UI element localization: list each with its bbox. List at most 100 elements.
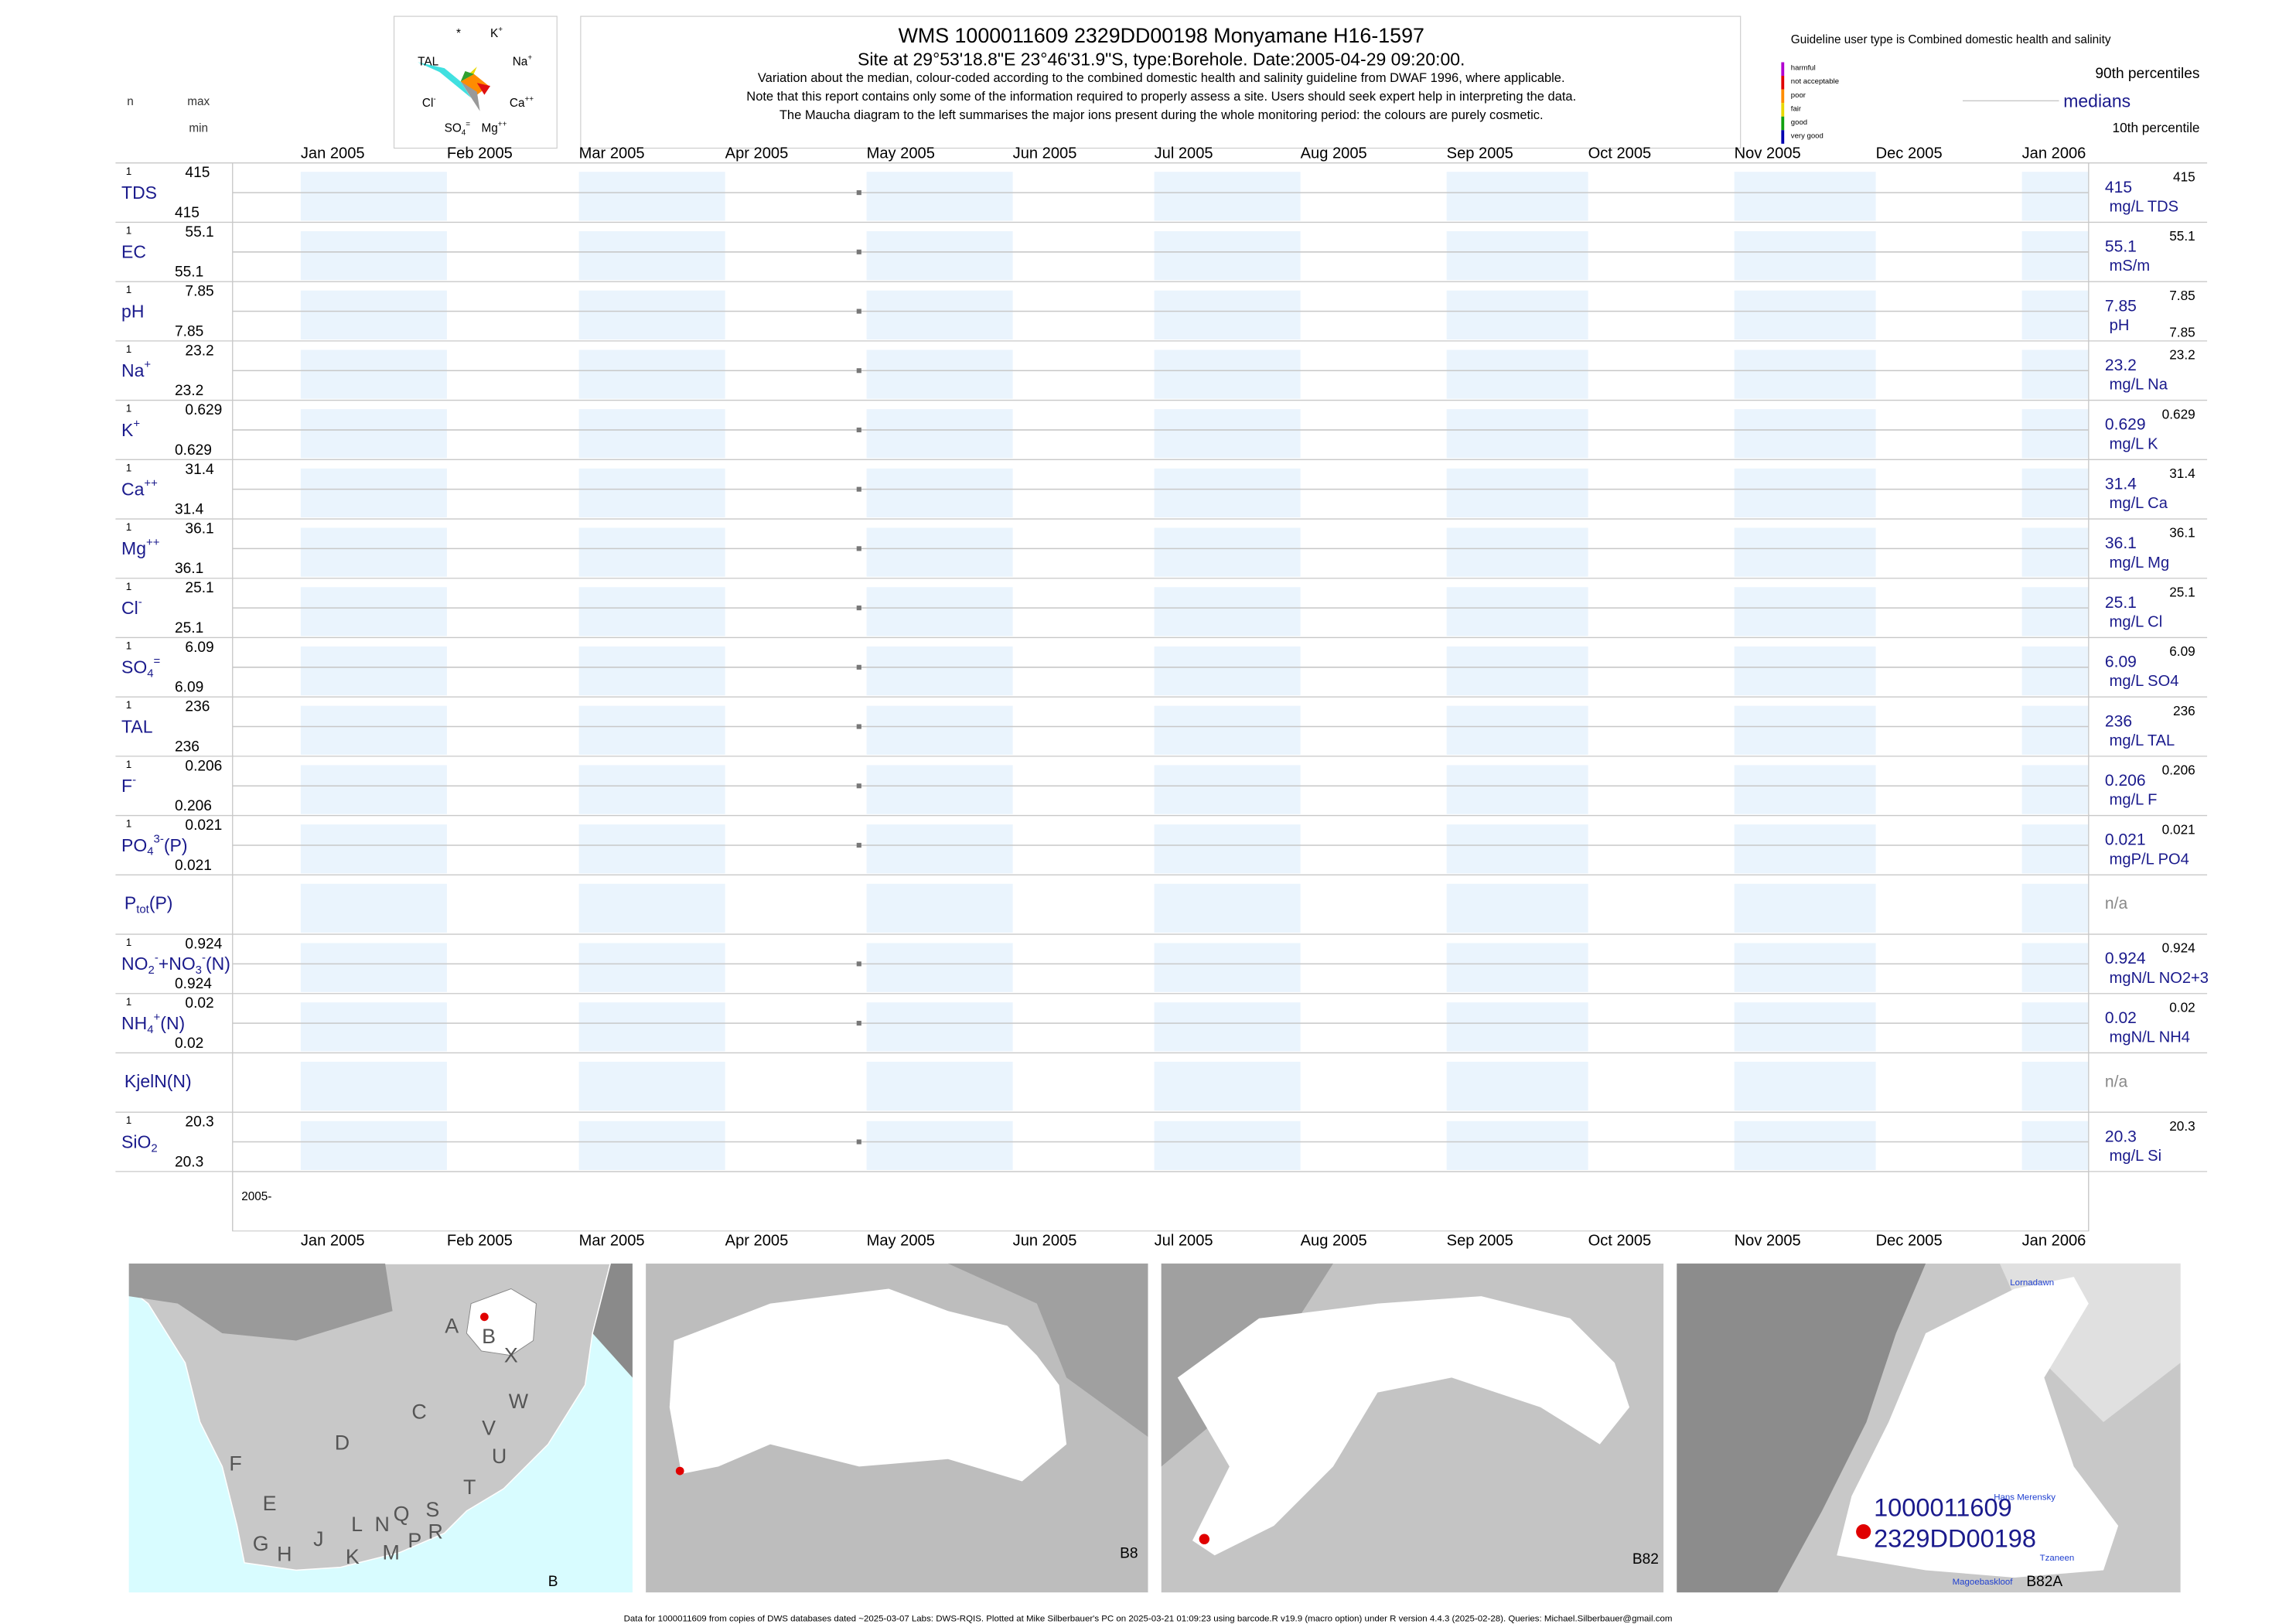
month-band — [1734, 943, 1876, 992]
region-label: V — [482, 1417, 496, 1440]
min-value: 0.021 — [175, 858, 212, 874]
month-band — [1446, 172, 1588, 221]
sample-point — [856, 427, 861, 433]
region-label: X — [504, 1344, 518, 1367]
label-part: NO — [121, 954, 148, 974]
site-marker — [1856, 1524, 1871, 1540]
panel-label: B82 — [1632, 1551, 1659, 1568]
month-band — [1734, 765, 1876, 814]
min-value: 55.1 — [175, 264, 203, 281]
region-label: U — [492, 1445, 507, 1468]
month-band — [1734, 824, 1876, 874]
label-part: K — [121, 420, 134, 440]
month-band — [2021, 350, 2089, 399]
unit: mg/L Mg — [2110, 554, 2169, 571]
month-band — [300, 824, 447, 874]
region-label: F — [229, 1452, 241, 1476]
map-neighbour — [947, 1263, 1148, 1438]
month-band — [578, 409, 725, 459]
region-label: R — [428, 1520, 442, 1544]
x-tick-label: Aug 2005 — [1301, 1233, 1367, 1250]
month-band — [866, 1061, 1013, 1111]
month-band — [300, 646, 447, 696]
guideline-class: not acceptable — [1791, 77, 1839, 86]
parameter-label: K+ — [121, 418, 140, 440]
month-band — [300, 172, 447, 221]
label-part: - — [138, 595, 142, 609]
label-part: SO — [121, 657, 147, 677]
month-band — [1734, 1061, 1876, 1111]
x-tick-label: Apr 2005 — [725, 145, 789, 162]
region-label: D — [335, 1431, 350, 1455]
sample-count: 1 — [126, 1114, 131, 1126]
month-band — [578, 1002, 725, 1052]
sample-count: 1 — [126, 640, 131, 651]
max-value: 0.206 — [185, 758, 222, 774]
min-value: 36.1 — [175, 561, 203, 577]
p90-value: 0.924 — [2162, 940, 2196, 956]
label-part: Ca — [121, 479, 145, 500]
guideline-swatch — [1781, 76, 1785, 90]
month-band — [1734, 527, 1876, 577]
month-band — [1154, 646, 1301, 696]
label-part: PO — [121, 835, 147, 855]
month-band — [1446, 527, 1588, 577]
region-label: L — [351, 1513, 363, 1536]
map-catchment — [466, 1288, 537, 1356]
month-band — [1446, 587, 1588, 636]
label-part: ++ — [498, 120, 507, 128]
x-tick-label: Jun 2005 — [1013, 1233, 1077, 1250]
month-band — [2021, 468, 2089, 518]
month-band — [1734, 883, 1876, 933]
label-part: (P) — [164, 835, 188, 855]
label-part: 2 — [148, 964, 155, 977]
min-value: 6.09 — [175, 680, 203, 696]
axis-box — [232, 1171, 2090, 1232]
sample-count: 1 — [126, 521, 131, 533]
region-label: G — [253, 1532, 269, 1555]
sample-count: 1 — [126, 343, 131, 355]
panel-label: B82A — [2026, 1574, 2062, 1590]
month-band — [1154, 527, 1301, 577]
x-tick-label: Jan 2005 — [301, 1233, 365, 1250]
label-part: Cl — [422, 97, 433, 110]
maucha-label: Mg++ — [482, 120, 507, 135]
sample-point — [856, 783, 861, 789]
sample-count: 1 — [126, 581, 131, 592]
month-band — [1734, 646, 1876, 696]
site-marker — [479, 1312, 489, 1322]
month-band — [1446, 290, 1588, 339]
label-part: Ca — [510, 97, 525, 110]
month-band — [1154, 230, 1301, 281]
month-band — [578, 824, 725, 874]
p90-value: 415 — [2173, 169, 2195, 184]
x-tick-label: May 2005 — [867, 1233, 935, 1250]
month-band — [1734, 1121, 1876, 1170]
guideline-swatch — [1781, 116, 1785, 131]
min-value: 0.206 — [175, 798, 212, 814]
region-label: N — [375, 1513, 390, 1536]
month-band — [2021, 230, 2089, 281]
month-band — [578, 172, 725, 221]
median-value: 236 — [2105, 712, 2132, 730]
month-band — [1446, 943, 1588, 992]
month-band — [578, 527, 725, 577]
x-tick-label: Jul 2005 — [1155, 1233, 1213, 1250]
month-band — [300, 765, 447, 814]
region-label: B — [482, 1325, 496, 1348]
month-band — [300, 230, 447, 281]
p90-value: 36.1 — [2169, 525, 2195, 541]
median-value: 36.1 — [2105, 534, 2137, 552]
month-band — [2021, 1002, 2089, 1052]
month-band — [866, 172, 1013, 221]
label-part: 2 — [151, 1141, 157, 1155]
month-band — [300, 409, 447, 459]
label-part: tot — [136, 903, 149, 916]
maucha-label: TAL — [418, 56, 438, 69]
month-band — [300, 1121, 447, 1170]
maucha-label: K+ — [490, 26, 503, 41]
unit: mg/L Ca — [2110, 495, 2168, 512]
footer: Data for 1000011609 from copies of DWS d… — [624, 1615, 1673, 1624]
